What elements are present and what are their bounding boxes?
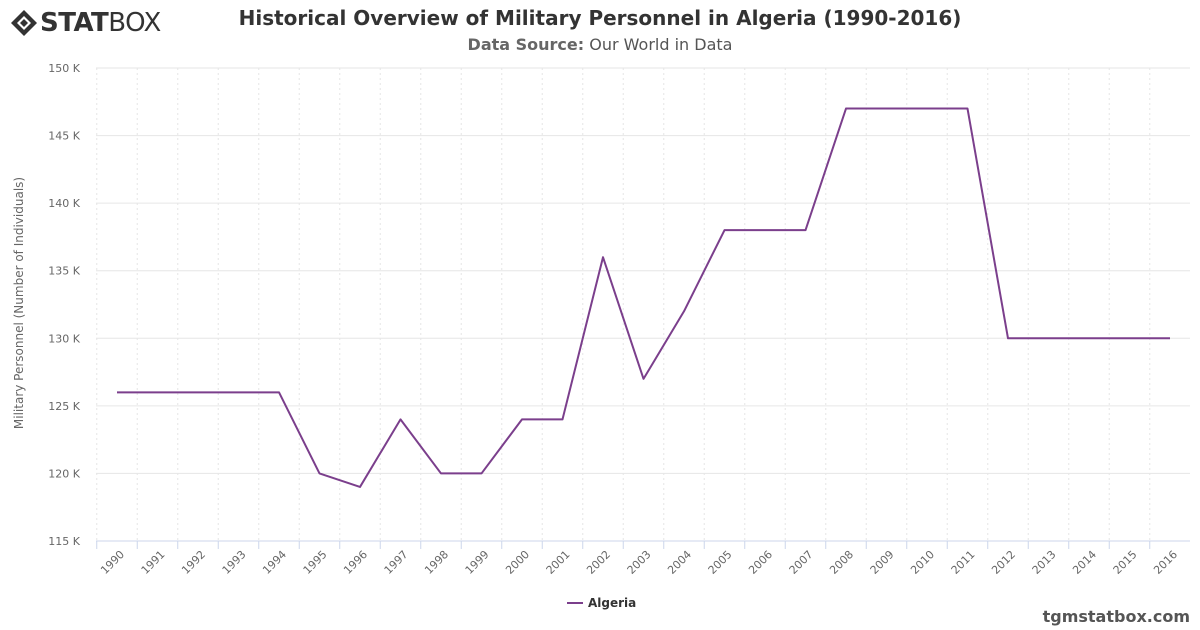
x-tick-label: 2011: [949, 548, 978, 577]
x-tick-label: 2004: [665, 548, 694, 577]
y-tick-label: 125 K: [48, 400, 80, 413]
x-tick-label: 1992: [179, 548, 208, 577]
x-tick-label: 1990: [98, 548, 127, 577]
x-tick-label: 2006: [746, 548, 775, 577]
x-tick-label: 2016: [1151, 548, 1180, 577]
x-tick-label: 1994: [260, 548, 289, 577]
footer-site[interactable]: tgmstatbox.com: [1042, 607, 1190, 626]
grid-layer: [96, 67, 1190, 542]
y-tick-label: 130 K: [48, 332, 80, 345]
y-axis: 115 K 120 K 125 K 130 K 135 K 140 K 145 K 150 K: [48, 62, 80, 548]
x-tick-label: 2001: [544, 548, 573, 577]
x-tick-label: 2009: [868, 548, 897, 577]
legend-label-algeria: Algeria: [588, 596, 636, 610]
x-tick-label: 2014: [1070, 548, 1099, 577]
subtitle-label: Data Source:: [467, 35, 585, 54]
subtitle-value: Our World in Data: [589, 35, 733, 54]
x-tick-label: 1996: [341, 548, 370, 577]
series-line-algeria[interactable]: [117, 107, 1170, 488]
x-tick-label: 2007: [787, 548, 816, 577]
y-axis-label: Military Personnel (Number of Individual…: [12, 177, 26, 429]
x-tick-label: 2002: [584, 548, 613, 577]
y-tick-label: 150 K: [48, 62, 80, 75]
logo-stat-text: STAT: [40, 8, 109, 38]
statbox-logo: STAT BOX: [10, 8, 161, 38]
y-tick-label: 145 K: [48, 130, 80, 143]
x-tick-label: 1995: [301, 548, 330, 577]
chart-title: Historical Overview of Military Personne…: [238, 6, 962, 30]
x-tick-label: 1997: [382, 548, 411, 577]
x-tick-label: 1991: [139, 548, 168, 577]
x-tick-label: 1998: [422, 548, 451, 577]
x-tick-label: 2000: [503, 548, 532, 577]
y-tick-label: 140 K: [48, 197, 80, 210]
series-layer: [117, 107, 1170, 488]
x-tick-label: 2003: [625, 548, 654, 577]
x-tick-label: 2010: [908, 548, 937, 577]
x-tick-label: 1993: [220, 548, 249, 577]
x-tick-label: 1999: [463, 548, 492, 577]
x-axis: 1990 1991 1992 1993 1994 1995 1996 1997 1998 1999…: [96, 540, 1190, 577]
x-tick-label: 2005: [706, 548, 735, 577]
y-tick-label: 120 K: [48, 467, 80, 480]
x-tick-label: 2015: [1111, 548, 1140, 577]
logo-diamond-icon: [11, 10, 37, 36]
x-tick-label: 2012: [989, 548, 1018, 577]
chart-subtitle: Data Source: Our World in Data: [0, 35, 1200, 54]
legend[interactable]: Algeria: [567, 596, 636, 610]
logo-box-text: BOX: [108, 8, 161, 38]
x-tick-label: 2008: [827, 548, 856, 577]
y-tick-label: 115 K: [48, 535, 80, 548]
y-tick-label: 135 K: [48, 265, 80, 278]
x-tick-label: 2013: [1030, 548, 1059, 577]
